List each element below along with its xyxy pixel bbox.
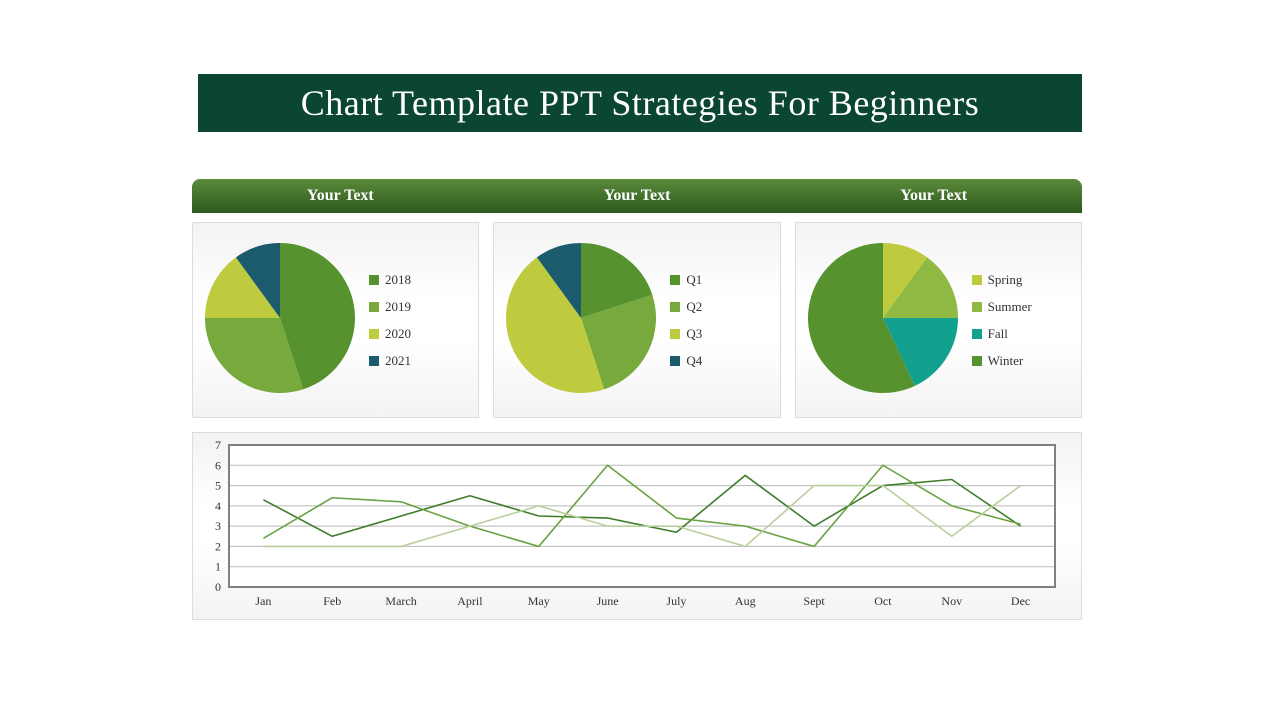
pie-card-1: 2018 2019 2020 2021 xyxy=(192,222,479,418)
x-tick-label: Aug xyxy=(735,594,756,608)
x-tick-label: Jan xyxy=(255,594,271,608)
legend-label: Q3 xyxy=(686,326,702,342)
header-cell-3: Your Text xyxy=(785,179,1082,213)
legend-label: Summer xyxy=(988,299,1032,315)
x-tick-label: Oct xyxy=(874,594,892,608)
legend-row: Q3 xyxy=(670,326,771,342)
line-chart-card: 0 1 2 3 4 5 6 7 Jan Feb March April May June July Aug Se… xyxy=(192,432,1082,620)
legend-label: 2021 xyxy=(385,353,411,369)
x-tick-label: Nov xyxy=(941,594,962,608)
y-tick-label: 0 xyxy=(215,580,221,594)
legend-swatch xyxy=(369,329,379,339)
y-tick-label: 4 xyxy=(215,499,221,513)
legend-swatch xyxy=(972,356,982,366)
x-tick-label: April xyxy=(457,594,483,608)
x-tick-label: May xyxy=(528,594,550,608)
x-tick-label: March xyxy=(385,594,416,608)
pie-row: 2018 2019 2020 2021 Q1 Q2 Q3 Q4 Spring Summer Fa… xyxy=(192,222,1082,418)
y-tick-label: 2 xyxy=(215,539,221,553)
pie-chart-3 xyxy=(808,243,958,398)
legend-swatch xyxy=(369,275,379,285)
legend-swatch xyxy=(972,275,982,285)
legend-label: 2018 xyxy=(385,272,411,288)
y-tick-label: 3 xyxy=(215,519,221,533)
y-tick-label: 7 xyxy=(215,438,221,452)
legend-row: 2020 xyxy=(369,326,470,342)
pie-chart-2 xyxy=(506,243,656,398)
legend-label: Fall xyxy=(988,326,1008,342)
y-tick-label: 5 xyxy=(215,479,221,493)
legend-label: Spring xyxy=(988,272,1023,288)
legend-swatch xyxy=(972,329,982,339)
pie-legend-2: Q1 Q2 Q3 Q4 xyxy=(656,272,771,369)
header-cell-2: Your Text xyxy=(489,179,786,213)
legend-row: 2019 xyxy=(369,299,470,315)
x-tick-label: Feb xyxy=(323,594,341,608)
header-cell-1: Your Text xyxy=(192,179,489,213)
legend-label: Q2 xyxy=(686,299,702,315)
legend-label: Q1 xyxy=(686,272,702,288)
legend-label: Winter xyxy=(988,353,1024,369)
x-tick-label: Sept xyxy=(803,594,825,608)
legend-row: Fall xyxy=(972,326,1073,342)
legend-swatch xyxy=(369,302,379,312)
y-tick-label: 6 xyxy=(215,458,221,472)
pie-card-2: Q1 Q2 Q3 Q4 xyxy=(493,222,780,418)
legend-row: Winter xyxy=(972,353,1073,369)
legend-label: Q4 xyxy=(686,353,702,369)
line-chart: 0 1 2 3 4 5 6 7 Jan Feb March April May June July Aug Se… xyxy=(193,433,1083,621)
legend-row: Q4 xyxy=(670,353,771,369)
x-tick-label: June xyxy=(597,594,619,608)
x-tick-label: July xyxy=(666,594,686,608)
legend-swatch xyxy=(670,329,680,339)
legend-row: Spring xyxy=(972,272,1073,288)
x-tick-label: Dec xyxy=(1011,594,1030,608)
page-title: Chart Template PPT Strategies For Beginn… xyxy=(198,74,1082,132)
legend-swatch xyxy=(670,302,680,312)
legend-swatch xyxy=(369,356,379,366)
legend-swatch xyxy=(670,356,680,366)
pie-chart-1 xyxy=(205,243,355,398)
legend-row: 2021 xyxy=(369,353,470,369)
pie-legend-1: 2018 2019 2020 2021 xyxy=(355,272,470,369)
legend-row: Q1 xyxy=(670,272,771,288)
pie-card-3: Spring Summer Fall Winter xyxy=(795,222,1082,418)
legend-row: 2018 xyxy=(369,272,470,288)
y-tick-label: 1 xyxy=(215,560,221,574)
legend-row: Summer xyxy=(972,299,1073,315)
legend-label: 2020 xyxy=(385,326,411,342)
legend-swatch xyxy=(670,275,680,285)
legend-label: 2019 xyxy=(385,299,411,315)
legend-row: Q2 xyxy=(670,299,771,315)
header-bar: Your Text Your Text Your Text xyxy=(192,179,1082,213)
legend-swatch xyxy=(972,302,982,312)
pie-legend-3: Spring Summer Fall Winter xyxy=(958,272,1073,369)
